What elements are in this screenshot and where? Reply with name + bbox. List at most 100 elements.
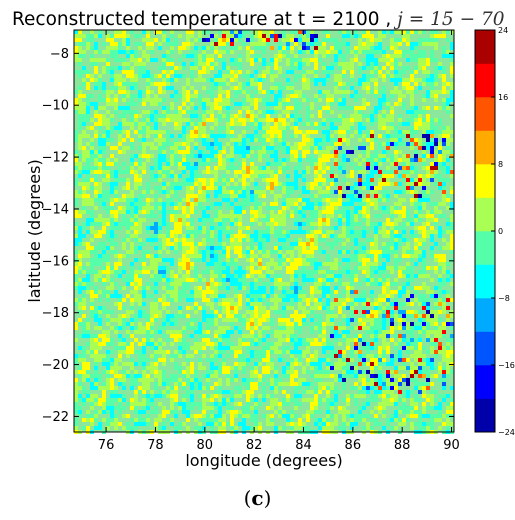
field-cell — [374, 150, 378, 154]
field-cell — [426, 106, 430, 110]
field-cell — [322, 70, 326, 74]
field-cell — [130, 110, 134, 114]
field-cell — [430, 38, 434, 42]
field-cell — [286, 158, 290, 162]
field-cell — [114, 210, 118, 214]
field-cell — [382, 50, 386, 54]
field-cell — [450, 310, 454, 314]
field-cell — [446, 206, 450, 210]
field-cell — [302, 258, 306, 262]
field-cell — [270, 30, 274, 34]
field-cell — [246, 54, 250, 58]
field-cell — [354, 54, 358, 58]
field-cell — [254, 30, 258, 34]
field-cell — [298, 238, 302, 242]
field-cell — [222, 174, 226, 178]
field-cell — [382, 66, 386, 70]
field-cell — [414, 326, 418, 330]
field-cell — [266, 178, 270, 182]
field-cell — [190, 122, 194, 126]
field-cell — [118, 314, 122, 318]
field-cell — [214, 42, 218, 46]
field-cell — [94, 274, 98, 278]
field-cell — [298, 146, 302, 150]
field-cell — [102, 226, 106, 230]
field-cell — [190, 138, 194, 142]
field-cell — [250, 122, 254, 126]
field-cell — [134, 86, 138, 90]
field-cell — [234, 238, 238, 242]
field-cell — [334, 326, 338, 330]
field-cell — [254, 70, 258, 74]
field-cell — [374, 318, 378, 322]
field-cell — [346, 138, 350, 142]
field-cell — [118, 130, 122, 134]
field-cell — [314, 98, 318, 102]
field-cell — [282, 158, 286, 162]
field-cell — [338, 274, 342, 278]
field-cell — [258, 278, 262, 282]
field-cell — [274, 262, 278, 266]
field-cell — [410, 330, 414, 334]
field-cell — [358, 154, 362, 158]
field-cell — [326, 70, 330, 74]
field-cell — [142, 74, 146, 78]
field-cell — [246, 150, 250, 154]
field-cell — [414, 202, 418, 206]
field-cell — [314, 270, 318, 274]
field-cell — [262, 214, 266, 218]
field-cell — [382, 54, 386, 58]
field-cell — [446, 270, 450, 274]
field-cell — [206, 138, 210, 142]
field-cell — [310, 270, 314, 274]
field-cell — [334, 330, 338, 334]
field-cell — [126, 146, 130, 150]
field-cell — [286, 94, 290, 98]
field-cell — [362, 262, 366, 266]
field-cell — [362, 258, 366, 262]
field-cell — [250, 306, 254, 310]
field-cell — [202, 170, 206, 174]
field-cell — [290, 298, 294, 302]
field-cell — [370, 290, 374, 294]
field-cell — [166, 290, 170, 294]
field-cell — [90, 126, 94, 130]
field-cell — [166, 278, 170, 282]
field-cell — [234, 266, 238, 270]
field-cell — [126, 90, 130, 94]
field-cell — [326, 302, 330, 306]
field-cell — [370, 190, 374, 194]
field-cell — [226, 194, 230, 198]
field-cell — [110, 250, 114, 254]
field-cell — [150, 78, 154, 82]
field-cell — [198, 186, 202, 190]
field-cell — [418, 310, 422, 314]
field-cell — [246, 202, 250, 206]
field-cell — [178, 198, 182, 202]
field-cell — [426, 286, 430, 290]
field-cell — [382, 242, 386, 246]
field-cell — [314, 130, 318, 134]
field-cell — [86, 254, 90, 258]
field-cell — [338, 298, 342, 302]
field-cell — [82, 190, 86, 194]
field-cell — [406, 34, 410, 38]
field-cell — [346, 214, 350, 218]
field-cell — [354, 130, 358, 134]
field-cell — [230, 194, 234, 198]
field-cell — [350, 286, 354, 290]
field-cell — [218, 210, 222, 214]
field-cell — [406, 122, 410, 126]
field-cell — [326, 186, 330, 190]
field-cell — [170, 210, 174, 214]
field-cell — [154, 114, 158, 118]
field-cell — [346, 306, 350, 310]
field-cell — [162, 306, 166, 310]
field-cell — [342, 162, 346, 166]
field-cell — [218, 42, 222, 46]
field-cell — [78, 278, 82, 282]
field-cell — [94, 262, 98, 266]
field-cell — [74, 222, 78, 226]
field-cell — [154, 110, 158, 114]
field-cell — [346, 90, 350, 94]
